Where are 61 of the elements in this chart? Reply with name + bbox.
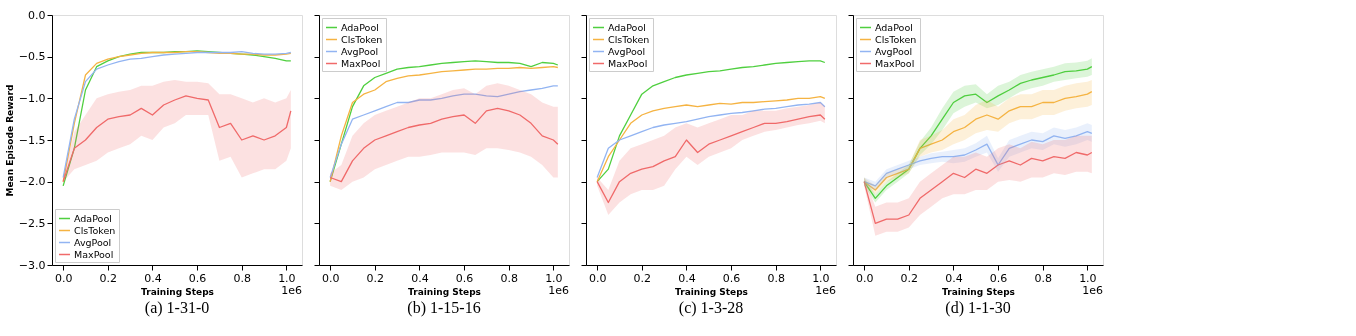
legend-label: ClsToken: [74, 224, 116, 236]
x-tick-label: 0.6: [722, 271, 741, 285]
x-tick-label: 0.2: [633, 271, 652, 285]
legend-label: AvgPool: [74, 236, 112, 248]
text: (c) 1-3-28: [678, 299, 744, 317]
x-tick-label: 0.6: [188, 271, 207, 285]
y-tick-label: −2.5: [18, 216, 46, 230]
y-tick-label: −1.5: [18, 133, 46, 147]
x-tick-label: 0.0: [855, 271, 874, 285]
legend-label: AvgPool: [341, 45, 379, 57]
legend-label: AdaPool: [875, 21, 913, 33]
legend-label: MaxPool: [875, 57, 915, 69]
y-tick-label: −3.0: [18, 258, 46, 272]
x-tick-label: 0.4: [411, 271, 429, 285]
x-axis-title: Training Steps: [942, 286, 1015, 297]
x-tick-label: 0.4: [144, 271, 162, 285]
x-tick-label: 0.2: [900, 271, 919, 285]
legend-label: MaxPool: [341, 57, 381, 69]
x-tick-label: 0.8: [233, 271, 251, 285]
text: 1e6: [548, 284, 569, 297]
x-tick-label: 0.0: [588, 271, 607, 285]
legend-label: ClsToken: [608, 33, 650, 45]
text: 1e6: [1082, 284, 1103, 297]
y-tick-label: −2.0: [18, 175, 46, 189]
x-tick-label: 0.8: [767, 271, 785, 285]
line-series: [62, 95, 292, 183]
x-tick-label: 1.0: [278, 271, 296, 285]
x-tick-label: 0.8: [500, 271, 518, 285]
x-tick-label: 1.0: [545, 271, 563, 285]
x-tick-label: 0.6: [989, 271, 1008, 285]
x-tick-label: 1.0: [812, 271, 830, 285]
legend-label: AdaPool: [341, 21, 379, 33]
legend-label: AvgPool: [875, 45, 913, 57]
text: (d) 1-1-30: [945, 299, 1011, 317]
x-axis-title: Training Steps: [408, 286, 481, 297]
text: 1e6: [815, 284, 836, 297]
text: (b) 1-15-16: [407, 299, 481, 317]
x-tick-label: 0.8: [1034, 271, 1052, 285]
text: 1e6: [281, 284, 302, 297]
x-tick-label: 0.4: [678, 271, 696, 285]
legend-label: ClsToken: [341, 33, 383, 45]
x-tick-label: 0.4: [945, 271, 963, 285]
x-tick-label: 0.6: [455, 271, 474, 285]
y-tick-label: 0.0: [28, 8, 46, 22]
x-axis-title: Training Steps: [141, 286, 214, 297]
y-axis-title: Mean Episode Reward: [4, 84, 15, 197]
x-tick-label: 0.0: [321, 271, 340, 285]
text: (a) 1-31-0: [144, 299, 210, 317]
x-axis-title: Training Steps: [675, 286, 748, 297]
legend-label: MaxPool: [608, 57, 648, 69]
y-tick-label: −0.5: [18, 50, 46, 64]
legend-label: AdaPool: [74, 212, 112, 224]
legend-label: AvgPool: [608, 45, 646, 57]
legend-label: AdaPool: [608, 21, 646, 33]
x-tick-label: 0.2: [99, 271, 118, 285]
legend-label: MaxPool: [74, 248, 114, 260]
y-tick-label: −1.0: [18, 91, 46, 105]
x-tick-label: 1.0: [1079, 271, 1097, 285]
x-tick-label: 0.2: [366, 271, 385, 285]
x-tick-label: 0.0: [54, 271, 73, 285]
legend-label: ClsToken: [875, 33, 917, 45]
